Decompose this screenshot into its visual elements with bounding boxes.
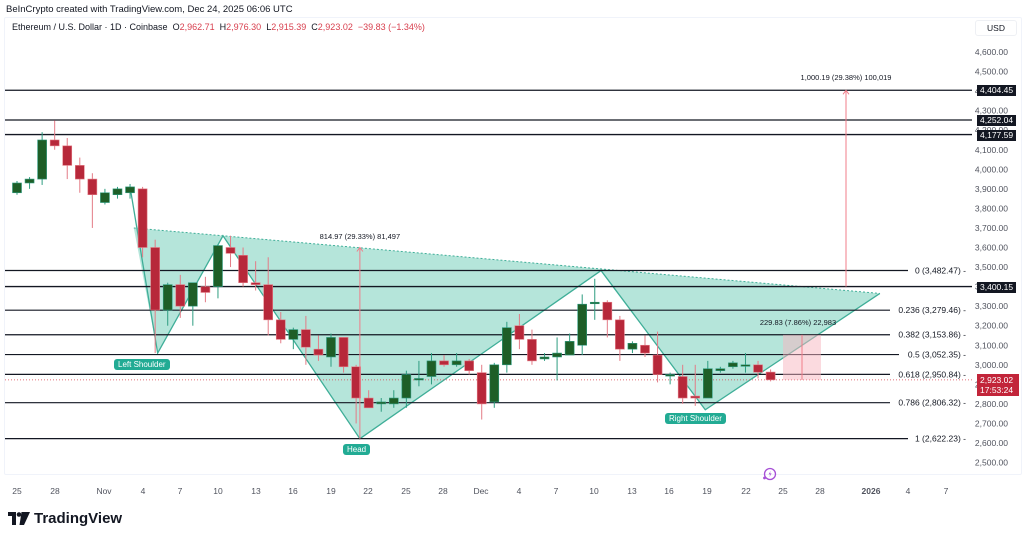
svg-text:19: 19 [326, 486, 336, 496]
svg-text:3,000.00: 3,000.00 [975, 360, 1008, 370]
svg-text:2,800.00: 2,800.00 [975, 399, 1008, 409]
svg-text:3,500.00: 3,500.00 [975, 262, 1008, 272]
svg-text:3,200.00: 3,200.00 [975, 321, 1008, 331]
svg-text:0.618 (2,950.84) -: 0.618 (2,950.84) - [898, 369, 966, 379]
svg-text:25: 25 [12, 486, 22, 496]
svg-text:0 (3,482.47) -: 0 (3,482.47) - [915, 265, 966, 275]
svg-text:3,700.00: 3,700.00 [975, 223, 1008, 233]
svg-text:0.786 (2,806.32) -: 0.786 (2,806.32) - [898, 398, 966, 408]
symbol-name: Ethereum / U.S. Dollar · 1D · Coinbase [12, 22, 168, 32]
svg-text:22: 22 [741, 486, 751, 496]
chart-frame[interactable] [4, 17, 1022, 475]
svg-text:25: 25 [778, 486, 788, 496]
head-badge: Head [343, 444, 371, 455]
currency-button[interactable]: USD [975, 20, 1017, 36]
svg-text:10: 10 [589, 486, 599, 496]
svg-text:0.236 (3,279.46) -: 0.236 (3,279.46) - [898, 305, 966, 315]
svg-text:3,100.00: 3,100.00 [975, 340, 1008, 350]
left-shoulder-badge: Left Shoulder [114, 359, 170, 370]
svg-text:16: 16 [664, 486, 674, 496]
svg-text:0.5 (3,052.35) -: 0.5 (3,052.35) - [908, 350, 966, 360]
tradingview-logo[interactable]: TradingView [8, 510, 122, 527]
svg-text:13: 13 [251, 486, 261, 496]
brand-name: TradingView [34, 510, 123, 527]
right-shoulder-badge: Right Shoulder [665, 413, 726, 424]
open-value: 2,962.71 [179, 22, 215, 32]
open-label: O [172, 22, 180, 32]
svg-text:28: 28 [815, 486, 825, 496]
bar-countdown: 17:53:24 [980, 385, 1014, 395]
svg-text:7: 7 [178, 486, 183, 496]
svg-text:229.83 (7.86%) 22,983: 229.83 (7.86%) 22,983 [760, 318, 836, 327]
lightning-event-icon[interactable] [761, 467, 777, 488]
svg-text:2,500.00: 2,500.00 [975, 458, 1008, 468]
credit-text: BeInCrypto created with TradingView.com,… [6, 4, 293, 15]
svg-text:13: 13 [627, 486, 637, 496]
svg-text:22: 22 [363, 486, 373, 496]
high-label: H [219, 22, 227, 32]
low-value: 2,915.39 [271, 22, 307, 32]
svg-text:4: 4 [141, 486, 146, 496]
svg-text:16: 16 [288, 486, 298, 496]
svg-text:2,600.00: 2,600.00 [975, 438, 1008, 448]
svg-text:28: 28 [50, 486, 60, 496]
close-value: 2,923.02 [317, 22, 353, 32]
svg-text:7: 7 [944, 486, 949, 496]
svg-text:4,100.00: 4,100.00 [975, 145, 1008, 155]
svg-text:4: 4 [517, 486, 522, 496]
tradingview-logo-icon [8, 512, 30, 525]
svg-text:4,600.00: 4,600.00 [975, 47, 1008, 57]
svg-text:2,700.00: 2,700.00 [975, 418, 1008, 428]
change-value: −39.83 (−1.34%) [357, 22, 425, 32]
high-value: 2,976.30 [226, 22, 262, 32]
svg-text:4,000.00: 4,000.00 [975, 164, 1008, 174]
svg-text:4: 4 [906, 486, 911, 496]
svg-text:4,300.00: 4,300.00 [975, 106, 1008, 116]
svg-text:Dec: Dec [473, 486, 489, 496]
current-price-tag: 2,923.02 17:53:24 [977, 374, 1019, 396]
close-label: C [311, 22, 318, 32]
svg-text:2026: 2026 [862, 486, 881, 496]
svg-text:4,500.00: 4,500.00 [975, 67, 1008, 77]
level-tag-4404: 4,404.45 [977, 85, 1017, 96]
current-price: 2,923.02 [980, 375, 1014, 385]
svg-text:1 (2,622.23) -: 1 (2,622.23) - [915, 434, 966, 444]
svg-text:7: 7 [554, 486, 559, 496]
svg-text:25: 25 [401, 486, 411, 496]
level-tag-3400: 3,400.15 [977, 282, 1017, 293]
svg-text:3,800.00: 3,800.00 [975, 203, 1008, 213]
svg-text:3,900.00: 3,900.00 [975, 184, 1008, 194]
svg-text:19: 19 [702, 486, 712, 496]
level-tag-4252: 4,252.04 [977, 115, 1017, 126]
level-tag-4177: 4,177.59 [977, 130, 1017, 141]
svg-text:Nov: Nov [96, 486, 112, 496]
svg-text:3,600.00: 3,600.00 [975, 243, 1008, 253]
svg-text:814.97 (29.33%) 81,497: 814.97 (29.33%) 81,497 [320, 232, 400, 241]
symbol-legend: Ethereum / U.S. Dollar · 1D · Coinbase O… [12, 22, 425, 32]
svg-text:0.382 (3,153.86) -: 0.382 (3,153.86) - [898, 330, 966, 340]
svg-text:1,000.19 (29.38%) 100,019: 1,000.19 (29.38%) 100,019 [801, 73, 892, 82]
svg-text:28: 28 [438, 486, 448, 496]
svg-text:3,300.00: 3,300.00 [975, 301, 1008, 311]
low-label: L [266, 22, 272, 32]
svg-text:10: 10 [213, 486, 223, 496]
